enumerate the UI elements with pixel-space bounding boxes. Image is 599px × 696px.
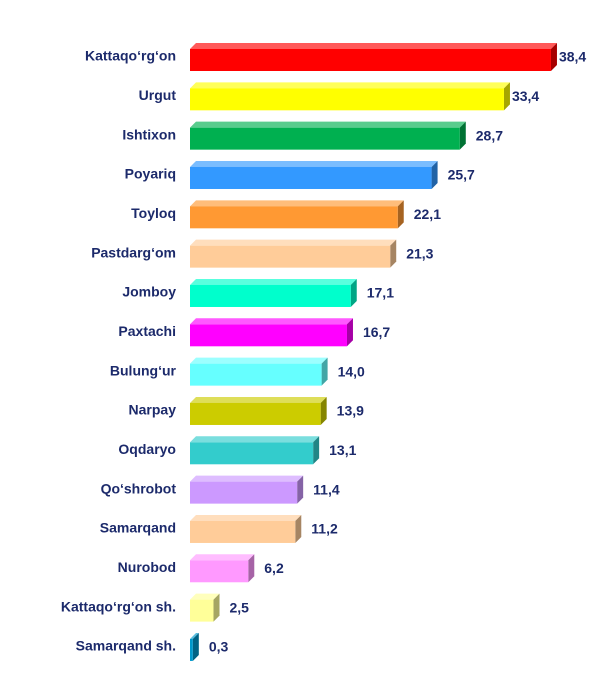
value-label: 6,2 [264,560,284,576]
bar [190,284,351,307]
bar-top [190,82,510,89]
category-label: Samarqand sh. [76,638,176,654]
value-label: 13,9 [337,403,364,419]
value-label: 0,3 [209,639,229,655]
bar-top [190,514,302,521]
bar-top [190,436,320,443]
category-label: Jomboy [122,284,176,300]
bar-top [190,200,404,207]
value-label: 11,2 [311,521,338,537]
category-label: Kattaqo‘rg‘on [85,48,176,64]
bar [190,166,432,189]
bar-top [190,121,466,128]
bar-side [321,357,328,386]
bar-side [503,82,510,111]
bar-top [190,554,255,561]
bar [190,638,193,661]
category-label: Poyariq [125,166,176,182]
bar-side [320,396,327,425]
value-label: 17,1 [367,285,394,301]
bar [190,88,504,111]
category-label: Narpay [129,402,177,418]
bar-top [190,239,397,246]
bar [190,599,214,622]
value-label: 38,4 [559,49,586,65]
bar [190,481,298,504]
bar-side [459,121,466,150]
value-label: 22,1 [414,206,441,222]
bar-top [190,632,199,639]
value-label: 16,7 [363,324,390,340]
bar [190,127,460,150]
bar-side [346,318,353,347]
bar [190,49,551,71]
bar-top [190,475,304,482]
category-label: Qo‘shrobot [101,480,177,496]
bar [190,245,391,268]
value-label: 13,1 [329,442,356,458]
value-label: 11,4 [313,481,340,497]
bar-side [550,43,557,71]
bar [190,520,296,543]
bar [190,442,314,465]
value-label: 28,7 [476,127,503,143]
bar-side [350,278,357,307]
category-label: Oqdaryo [118,441,176,457]
bar-side [313,436,320,465]
category-label: Pastdarg‘om [91,244,176,260]
category-label: Ishtixon [122,126,176,142]
value-label: 2,5 [230,599,250,615]
bar-top [190,357,328,364]
bar-top [190,160,438,167]
category-label: Paxtachi [118,323,176,339]
category-label: Bulung‘ur [110,362,177,378]
bar-side [431,160,438,189]
bar [190,324,347,347]
category-label: Toyloq [131,205,176,221]
bar-side [390,239,397,268]
bar [190,363,322,386]
bar-top [190,278,357,285]
bar-side [397,200,404,229]
bar-side [192,632,199,661]
bar [190,402,321,425]
bar-top [190,593,220,600]
value-label: 21,3 [406,245,433,261]
bar-top [190,43,557,49]
value-label: 33,4 [512,88,539,104]
bar-side [295,514,302,543]
bar [190,206,398,229]
category-label: Kattaqo‘rg‘on sh. [61,598,176,614]
value-label: 14,0 [338,363,365,379]
bar-top [190,318,353,325]
bar-top [190,396,327,403]
bar-side [297,475,304,504]
category-label: Urgut [139,87,177,103]
category-label: Nurobod [118,559,176,575]
value-label: 25,7 [448,167,475,183]
bar-side [248,554,255,583]
category-label: Samarqand [100,520,176,536]
bar-side [213,593,220,622]
bar [190,560,249,583]
